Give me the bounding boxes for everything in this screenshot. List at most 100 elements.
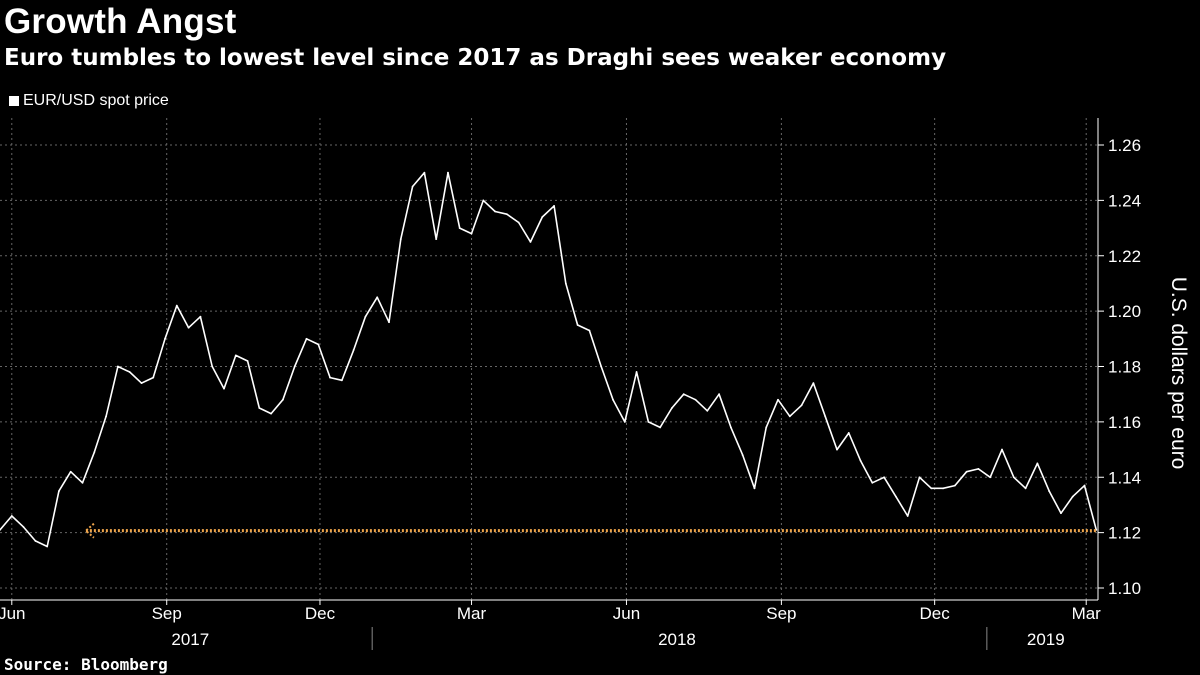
- series-point: [765, 426, 768, 429]
- series-point: [234, 354, 237, 357]
- series-line: [0, 171, 1098, 548]
- series-point: [694, 398, 697, 401]
- series-point: [895, 495, 897, 498]
- series-point: [800, 404, 803, 407]
- series-point: [199, 315, 202, 318]
- series-point: [187, 326, 190, 329]
- series-point: [836, 448, 838, 451]
- legend-label: EUR/USD spot price: [23, 92, 169, 109]
- series-point: [847, 432, 850, 434]
- y-tick-label: 1.14: [1108, 468, 1141, 487]
- y-tick-label: 1.22: [1108, 247, 1141, 266]
- x-tick-label: Sep: [766, 604, 796, 623]
- x-tick-label: Mar: [457, 604, 487, 623]
- series-point: [105, 415, 107, 418]
- series-point: [1071, 495, 1074, 498]
- series-point: [682, 393, 685, 396]
- series-point: [447, 171, 449, 174]
- series-point: [69, 470, 72, 473]
- y-tick-label: 1.20: [1108, 302, 1141, 321]
- year-label: 2019: [1027, 630, 1065, 649]
- series-point: [953, 484, 956, 487]
- series-point: [541, 216, 544, 218]
- series-point: [505, 213, 508, 216]
- series-point: [859, 459, 862, 462]
- series-point: [211, 365, 214, 368]
- series-point: [175, 304, 178, 307]
- series-point: [399, 238, 402, 241]
- series-point: [482, 199, 485, 202]
- series-point: [352, 348, 355, 351]
- series-point: [517, 221, 520, 224]
- year-label: 2017: [171, 630, 209, 649]
- series-point: [753, 487, 756, 490]
- series-point: [1036, 462, 1039, 465]
- legend: EUR/USD spot price: [9, 92, 169, 110]
- series-point: [376, 296, 379, 299]
- series-point: [340, 379, 343, 382]
- series-point: [140, 382, 143, 385]
- series-point: [164, 337, 166, 340]
- series-point: [116, 365, 119, 368]
- series-point: [729, 426, 732, 429]
- series-point: [788, 415, 791, 418]
- series-point: [293, 365, 296, 368]
- series-point: [671, 407, 673, 409]
- y-tick-label: 1.10: [1108, 579, 1141, 598]
- y-tick-label: 1.18: [1108, 358, 1141, 377]
- chart-title: Growth Angst: [4, 2, 237, 41]
- series-point: [918, 476, 921, 479]
- series-point: [46, 545, 49, 548]
- series-point: [411, 185, 414, 188]
- series-point: [989, 476, 992, 479]
- series-point: [223, 387, 225, 390]
- series-point: [623, 420, 626, 423]
- series-point: [647, 420, 650, 423]
- series-point: [34, 540, 37, 542]
- series-point: [906, 515, 909, 517]
- series-point: [930, 487, 933, 490]
- y-tick-label: 1.26: [1108, 136, 1141, 155]
- series-point: [706, 409, 709, 412]
- legend-swatch: [9, 96, 19, 106]
- series-point: [305, 337, 308, 340]
- series-point: [777, 398, 779, 401]
- chart-subtitle: Euro tumbles to lowest level since 2017 …: [4, 45, 947, 71]
- series-point: [1083, 484, 1086, 487]
- series-point: [824, 415, 827, 418]
- x-tick-label: Jun: [613, 604, 640, 623]
- series-point: [0, 528, 1, 531]
- series-point: [812, 382, 815, 385]
- series-point: [423, 171, 426, 174]
- y-tick-label: 1.16: [1108, 413, 1141, 432]
- series-point: [718, 393, 720, 396]
- series-point: [364, 315, 367, 318]
- series-point: [576, 324, 579, 326]
- series-point: [659, 426, 662, 429]
- series-point: [871, 481, 874, 484]
- series-point: [152, 376, 155, 379]
- series-point: [22, 526, 25, 528]
- x-tick-label: Mar: [1072, 604, 1102, 623]
- series-point: [494, 210, 497, 213]
- series-point: [317, 343, 320, 346]
- series-point: [58, 490, 60, 492]
- series-point: [388, 321, 390, 324]
- series-point: [329, 376, 331, 379]
- series-point: [1001, 448, 1003, 451]
- series-point: [258, 407, 261, 409]
- series-point: [635, 371, 638, 373]
- series-point: [81, 481, 84, 484]
- year-label: 2018: [658, 630, 696, 649]
- y-tick-label: 1.12: [1108, 524, 1141, 543]
- reference-arrow-head: [84, 522, 95, 539]
- series-point: [529, 241, 532, 243]
- y-tick-label: 1.24: [1108, 191, 1141, 210]
- source-note: Source: Bloomberg: [4, 655, 168, 674]
- series-point: [883, 476, 886, 479]
- series-point: [93, 451, 96, 454]
- series-point: [1048, 490, 1051, 492]
- x-tick-label: Dec: [305, 604, 336, 623]
- series-point: [282, 398, 284, 401]
